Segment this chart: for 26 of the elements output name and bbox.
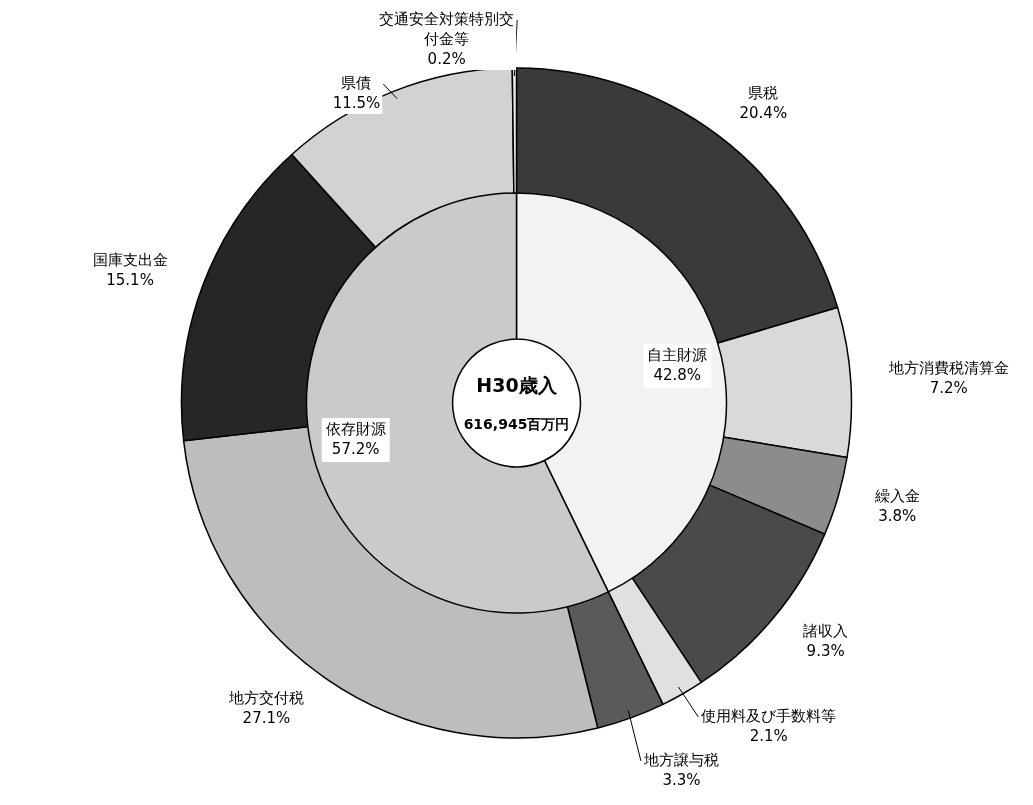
slice-label: 繰入金 <box>873 486 920 505</box>
text: H30歳入 <box>476 373 558 396</box>
data-label: 0.2% <box>427 49 466 68</box>
data-label: 42.8% <box>653 365 702 384</box>
data-label: 27.1% <box>242 709 291 728</box>
slice-label: 交通安全対策特別交付金等 <box>379 9 515 48</box>
slice-label: 国庫支出金 <box>92 251 168 270</box>
data-label: 11.5% <box>332 93 381 112</box>
data-label: 9.3% <box>806 641 845 660</box>
slice-label: 地方交付税 <box>227 689 304 708</box>
slice-label: 依存財源 <box>325 419 386 438</box>
data-label: 15.1% <box>106 271 154 290</box>
slice-label: 県債 <box>341 73 372 92</box>
slice-label: 地方消費税清算金 <box>887 359 1009 378</box>
slice-label: 県税 <box>748 83 779 102</box>
data-label: 3.3% <box>662 770 701 789</box>
slice-label: 使用料及び手数料等 <box>701 706 837 725</box>
text: 616,945百万円 <box>463 415 570 432</box>
slice-label: 地方譲与税 <box>642 750 719 769</box>
data-label: 2.1% <box>749 726 788 745</box>
data-label: 20.4% <box>739 103 788 122</box>
slice-label: 諸収入 <box>803 621 849 640</box>
data-label: 7.2% <box>929 379 968 398</box>
data-label: 57.2% <box>331 439 380 458</box>
data-label: 3.8% <box>878 506 917 525</box>
slice-label: 自主財源 <box>647 345 708 364</box>
